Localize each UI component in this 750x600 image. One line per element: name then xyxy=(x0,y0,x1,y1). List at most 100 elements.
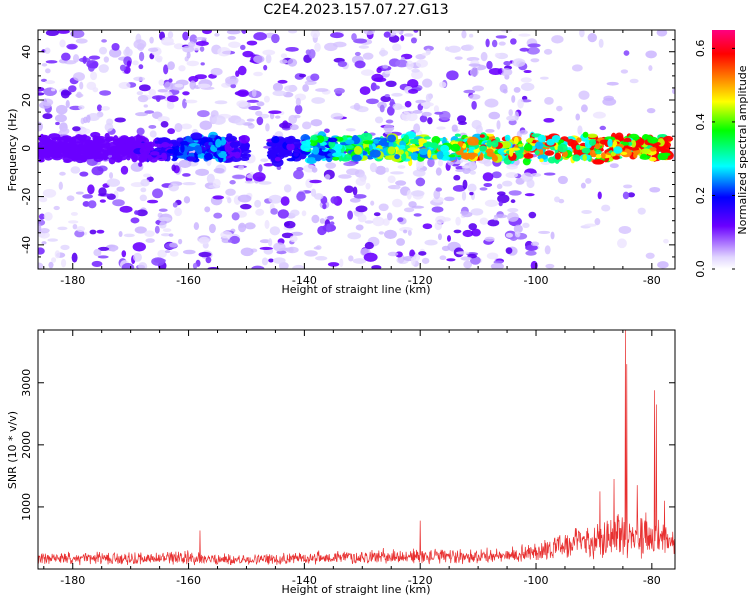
spectrogram-signal-blob xyxy=(387,146,396,155)
spectrogram-noise-blob xyxy=(508,190,522,196)
spectrogram-noise-blob xyxy=(571,64,583,72)
spectrogram-signal-blob xyxy=(401,152,407,162)
colorbar-axis: 0.0 0.2 0.4 0.6 xyxy=(694,40,735,278)
spectrogram-noise-blob xyxy=(461,211,473,218)
spectrogram-noise-blob xyxy=(268,110,282,115)
spectrogram-noise-blob xyxy=(136,91,144,96)
spectrogram-noise-blob xyxy=(87,113,100,122)
spectrogram-noise-blob xyxy=(116,186,125,192)
spectrogram-noise-blob xyxy=(646,108,656,114)
spectrogram-noise-blob xyxy=(90,71,98,81)
spectrogram-noise-blob xyxy=(289,235,298,243)
spectrogram-noise-blob xyxy=(599,125,607,131)
spectrogram-noise-blob xyxy=(556,105,563,112)
spectrogram-noise-blob xyxy=(439,255,447,260)
spectrogram-signal-blob xyxy=(168,143,174,147)
spectrogram-noise-blob xyxy=(338,174,352,179)
spectrogram-signal-blob xyxy=(534,141,544,150)
spectrogram-noise-blob xyxy=(496,120,501,130)
spectrogram-noise-blob xyxy=(370,200,375,206)
spectrogram-noise-blob xyxy=(330,112,344,120)
spectrogram-noise-blob xyxy=(86,81,97,90)
spectrogram-noise-blob xyxy=(147,47,159,53)
spectrogram-noise-blob xyxy=(38,262,44,269)
spectrogram-noise-blob xyxy=(267,238,273,247)
spectrogram-noise-blob xyxy=(365,182,371,190)
spectrogram-noise-blob xyxy=(238,165,245,170)
spectrogram-noise-blob xyxy=(133,252,142,262)
spectrogram-noise-blob xyxy=(132,60,139,66)
spectrogram-noise-blob xyxy=(88,55,101,60)
spectrogram-noise-blob xyxy=(275,115,281,119)
spectrogram-noise-blob xyxy=(264,219,270,229)
spectrogram-signal-blob xyxy=(122,150,135,156)
spectrogram-noise-blob xyxy=(484,98,499,108)
spectrogram-noise-blob xyxy=(76,226,86,233)
spectrogram-x-tick-label: -100 xyxy=(524,274,549,287)
spectrogram-noise-blob xyxy=(240,44,246,50)
spectrogram-noise-blob xyxy=(68,85,77,93)
spectrogram-signal-blob xyxy=(293,152,299,157)
spectrogram-noise-blob xyxy=(277,209,289,219)
spectrogram-noise-blob xyxy=(374,85,380,90)
spectrogram-noise-blob xyxy=(587,33,597,43)
spectrogram-noise-blob xyxy=(166,102,175,110)
spectrogram-signal-blob xyxy=(315,135,325,144)
spectrogram-noise-blob xyxy=(469,68,479,77)
spectrogram-noise-blob xyxy=(315,88,329,92)
spectrogram-noise-blob xyxy=(483,182,493,187)
spectrogram-noise-blob xyxy=(99,46,108,55)
spectrogram-noise-blob xyxy=(204,206,211,213)
spectrogram-noise-blob xyxy=(246,40,258,46)
spectrogram-noise-blob xyxy=(500,30,513,33)
spectrogram-noise-blob xyxy=(495,35,508,39)
spectrogram-noise-blob xyxy=(206,173,215,184)
spectrogram-noise-blob xyxy=(199,120,213,131)
spectrogram-signal-blob xyxy=(595,149,602,155)
spectrogram-noise-blob xyxy=(239,203,252,210)
spectrogram-noise-blob xyxy=(169,250,179,257)
spectrogram-noise-blob xyxy=(354,60,366,69)
spectrogram-noise-blob xyxy=(157,88,169,93)
spectrogram-noise-blob xyxy=(302,84,310,92)
spectrogram-y-tick-label: 40 xyxy=(20,45,33,59)
spectrogram-noise-blob xyxy=(585,177,592,184)
spectrogram-noise-blob xyxy=(523,69,532,74)
spectrogram-noise-blob xyxy=(132,242,146,252)
spectrogram-signal-blob xyxy=(327,137,338,143)
spectrogram-noise-blob xyxy=(172,202,178,208)
spectrogram-noise-blob xyxy=(138,51,145,62)
spectrogram-signal-blob xyxy=(486,152,496,157)
spectrogram-noise-blob xyxy=(581,209,592,215)
spectrogram-noise-blob xyxy=(330,32,344,39)
spectrogram-noise-blob xyxy=(557,175,568,185)
spectrogram-noise-blob xyxy=(110,247,117,252)
spectrogram-noise-blob xyxy=(364,220,374,224)
spectrogram-signal-blob xyxy=(160,154,167,158)
spectrogram-noise-blob xyxy=(435,215,447,224)
spectrogram-noise-blob xyxy=(166,95,179,103)
spectrogram-noise-blob xyxy=(51,257,57,263)
spectrogram-noise-blob xyxy=(355,205,368,213)
spectrogram-noise-blob xyxy=(451,124,458,132)
spectrogram-noise-blob xyxy=(637,207,646,215)
spectrogram-noise-blob xyxy=(269,226,281,236)
spectrogram-signal-blob xyxy=(448,154,456,158)
spectrogram-noise-blob xyxy=(38,223,42,233)
spectrogram-noise-blob xyxy=(333,87,345,94)
spectrogram-noise-blob xyxy=(178,65,186,72)
spectrogram-noise-blob xyxy=(130,217,140,224)
spectrogram-signal-blob xyxy=(306,157,317,164)
spectrogram-signal-blob xyxy=(100,153,109,158)
spectrogram-noise-blob xyxy=(133,76,146,81)
spectrogram-noise-blob xyxy=(146,199,159,204)
spectrogram-noise-blob xyxy=(517,98,524,109)
spectrogram-noise-blob xyxy=(488,111,501,120)
spectrogram-noise-blob xyxy=(544,96,554,105)
snr-x-tick-label: -180 xyxy=(60,574,85,587)
spectrogram-noise-blob xyxy=(234,118,246,126)
spectrogram-noise-blob xyxy=(311,97,326,104)
spectrogram-noise-blob xyxy=(211,115,226,125)
spectrogram-noise-blob xyxy=(309,179,322,184)
spectrogram-signal-blob xyxy=(409,138,419,144)
